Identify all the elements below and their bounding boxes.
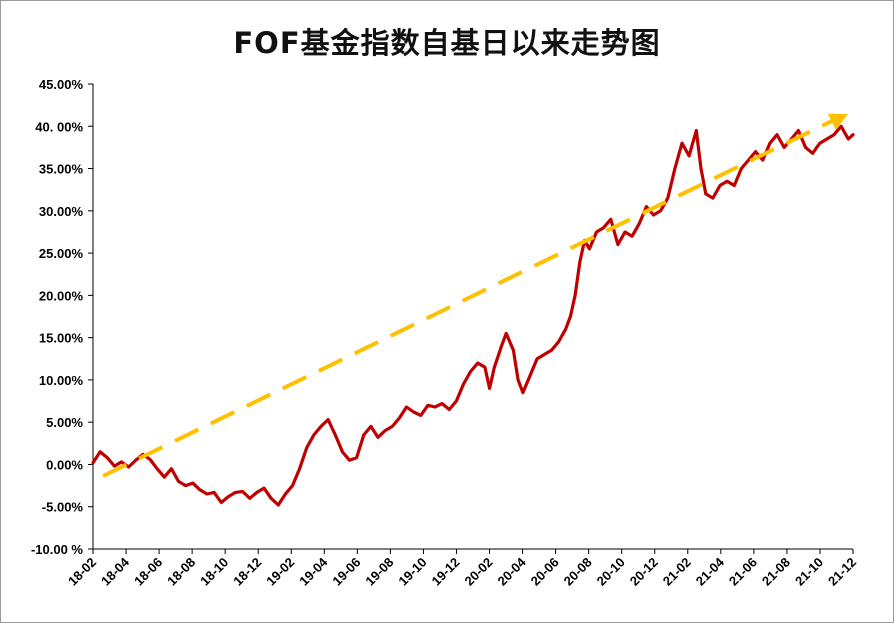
x-tick-label: 20-06 bbox=[528, 555, 562, 589]
x-tick-label: 19-04 bbox=[296, 554, 331, 589]
y-tick-label: 30.00% bbox=[39, 204, 84, 219]
y-tick-label: -5.00% bbox=[42, 500, 84, 515]
x-tick-label: 18-12 bbox=[230, 555, 264, 589]
y-tick-label: 10.00% bbox=[39, 373, 84, 388]
x-tick-label: 19-06 bbox=[329, 555, 363, 589]
chart-title: FOF基金指数自基日以来走势图 bbox=[233, 26, 661, 60]
series-line bbox=[91, 124, 855, 507]
x-tick-label: 18-10 bbox=[197, 555, 231, 589]
y-tick-label: 40. 00% bbox=[35, 119, 83, 134]
x-tick-label: 21-02 bbox=[660, 555, 694, 589]
y-tick-label: 5.00% bbox=[46, 415, 83, 430]
x-tick-label: 20-02 bbox=[462, 555, 496, 589]
x-tick-label: 18-06 bbox=[131, 555, 165, 589]
x-tick-label: 21-10 bbox=[792, 555, 826, 589]
x-tick-label: 19-08 bbox=[362, 555, 396, 589]
x-tick-label: 20-10 bbox=[594, 555, 628, 589]
x-tick-label: 21-08 bbox=[759, 555, 793, 589]
x-tick-label: 19-10 bbox=[395, 555, 429, 589]
x-tick-label: 18-04 bbox=[98, 554, 133, 589]
x-tick-label: 21-12 bbox=[825, 555, 859, 589]
y-tick-label: 20.00% bbox=[39, 288, 84, 303]
x-tick-label: 18-02 bbox=[65, 555, 99, 589]
trend-arrow-head bbox=[827, 113, 848, 130]
y-tick-label: 0.00% bbox=[46, 457, 83, 472]
y-tick-label: 35.00% bbox=[39, 162, 84, 177]
y-tick-label: -10.00 % bbox=[31, 542, 83, 557]
x-tick-label: 19-12 bbox=[428, 555, 462, 589]
x-tick-label: 21-04 bbox=[693, 554, 728, 589]
x-tick-label: 19-02 bbox=[263, 555, 297, 589]
x-tick-label: 20-08 bbox=[561, 555, 595, 589]
x-tick-label: 21-06 bbox=[726, 555, 760, 589]
y-tick-label: 15.00% bbox=[39, 331, 84, 346]
x-tick-label: 20-04 bbox=[495, 554, 530, 589]
x-tick-label: 20-12 bbox=[627, 555, 661, 589]
x-tick-label: 18-08 bbox=[164, 555, 198, 589]
trend-arrow-line bbox=[102, 118, 835, 478]
y-tick-label: 45.00% bbox=[39, 77, 84, 92]
y-tick-label: 25.00% bbox=[39, 246, 84, 261]
